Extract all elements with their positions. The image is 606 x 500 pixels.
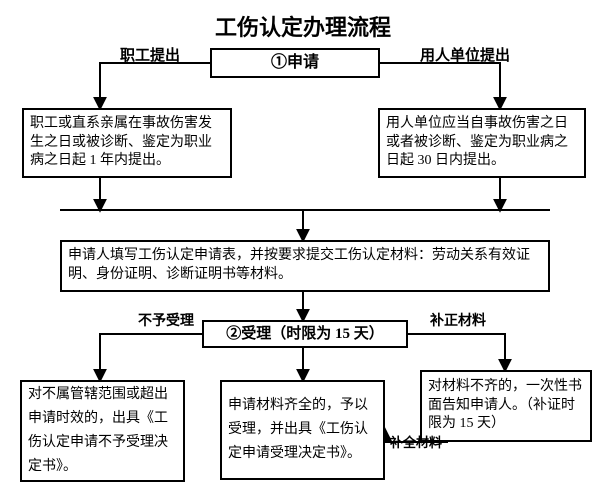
node-supplement_box: 对材料不齐的，一次性书面告知申请人。（补证时限为 15 天） bbox=[420, 370, 592, 442]
node-employer_right: 用人单位应当自事故伤害之日或者被诊断、鉴定为职业病之日起 30 日内提出。 bbox=[378, 108, 586, 178]
edge-apply-R bbox=[380, 63, 500, 108]
edge-acc-L bbox=[100, 334, 202, 380]
edge-label-need_more: 补正材料 bbox=[430, 310, 486, 330]
edge-label-supplement: 补全材料 bbox=[390, 432, 442, 451]
edge-acc-R bbox=[408, 334, 505, 370]
flowchart-stage: 工伤认定办理流程 ①申请职工或直系亲属在事故伤害发生之日或被诊断、鉴定为职业病之… bbox=[0, 0, 606, 500]
node-accept: ②受理（时限为 15 天） bbox=[202, 320, 408, 348]
edge-label-right_apply: 用人单位提出 bbox=[420, 44, 510, 65]
node-ok_box: 申请材料齐全的，予以受理，并出具《工伤认定申请受理决定书》。 bbox=[220, 380, 385, 480]
node-emp_left: 职工或直系亲属在事故伤害发生之日或被诊断、鉴定为职业病之日起 1 年内提出。 bbox=[22, 108, 232, 178]
node-reject_box: 对不属管辖范围或超出申请时效的，出具《工伤认定申请不予受理决定书》。 bbox=[20, 380, 185, 482]
node-apply: ①申请 bbox=[210, 48, 380, 78]
chart-title: 工伤认定办理流程 bbox=[183, 10, 423, 42]
node-fill_form: 申请人填写工伤认定申请表，并按要求提交工伤认定材料：劳动关系有效证明、身份证明、… bbox=[60, 240, 550, 292]
edge-label-left_apply: 职工提出 bbox=[120, 44, 180, 65]
edge-apply-L bbox=[100, 63, 210, 108]
edge-label-not_accept: 不予受理 bbox=[138, 310, 194, 330]
